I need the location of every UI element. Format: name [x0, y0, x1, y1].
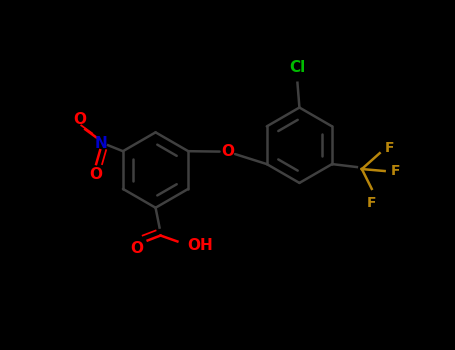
Text: O: O: [73, 112, 86, 127]
Text: N: N: [95, 136, 107, 151]
Text: OH: OH: [187, 238, 213, 253]
Text: O: O: [221, 144, 234, 159]
Text: O: O: [130, 241, 143, 256]
Text: F: F: [367, 196, 376, 210]
Text: F: F: [390, 164, 400, 178]
Text: F: F: [384, 141, 394, 155]
Text: O: O: [90, 167, 103, 182]
Text: Cl: Cl: [289, 60, 306, 75]
